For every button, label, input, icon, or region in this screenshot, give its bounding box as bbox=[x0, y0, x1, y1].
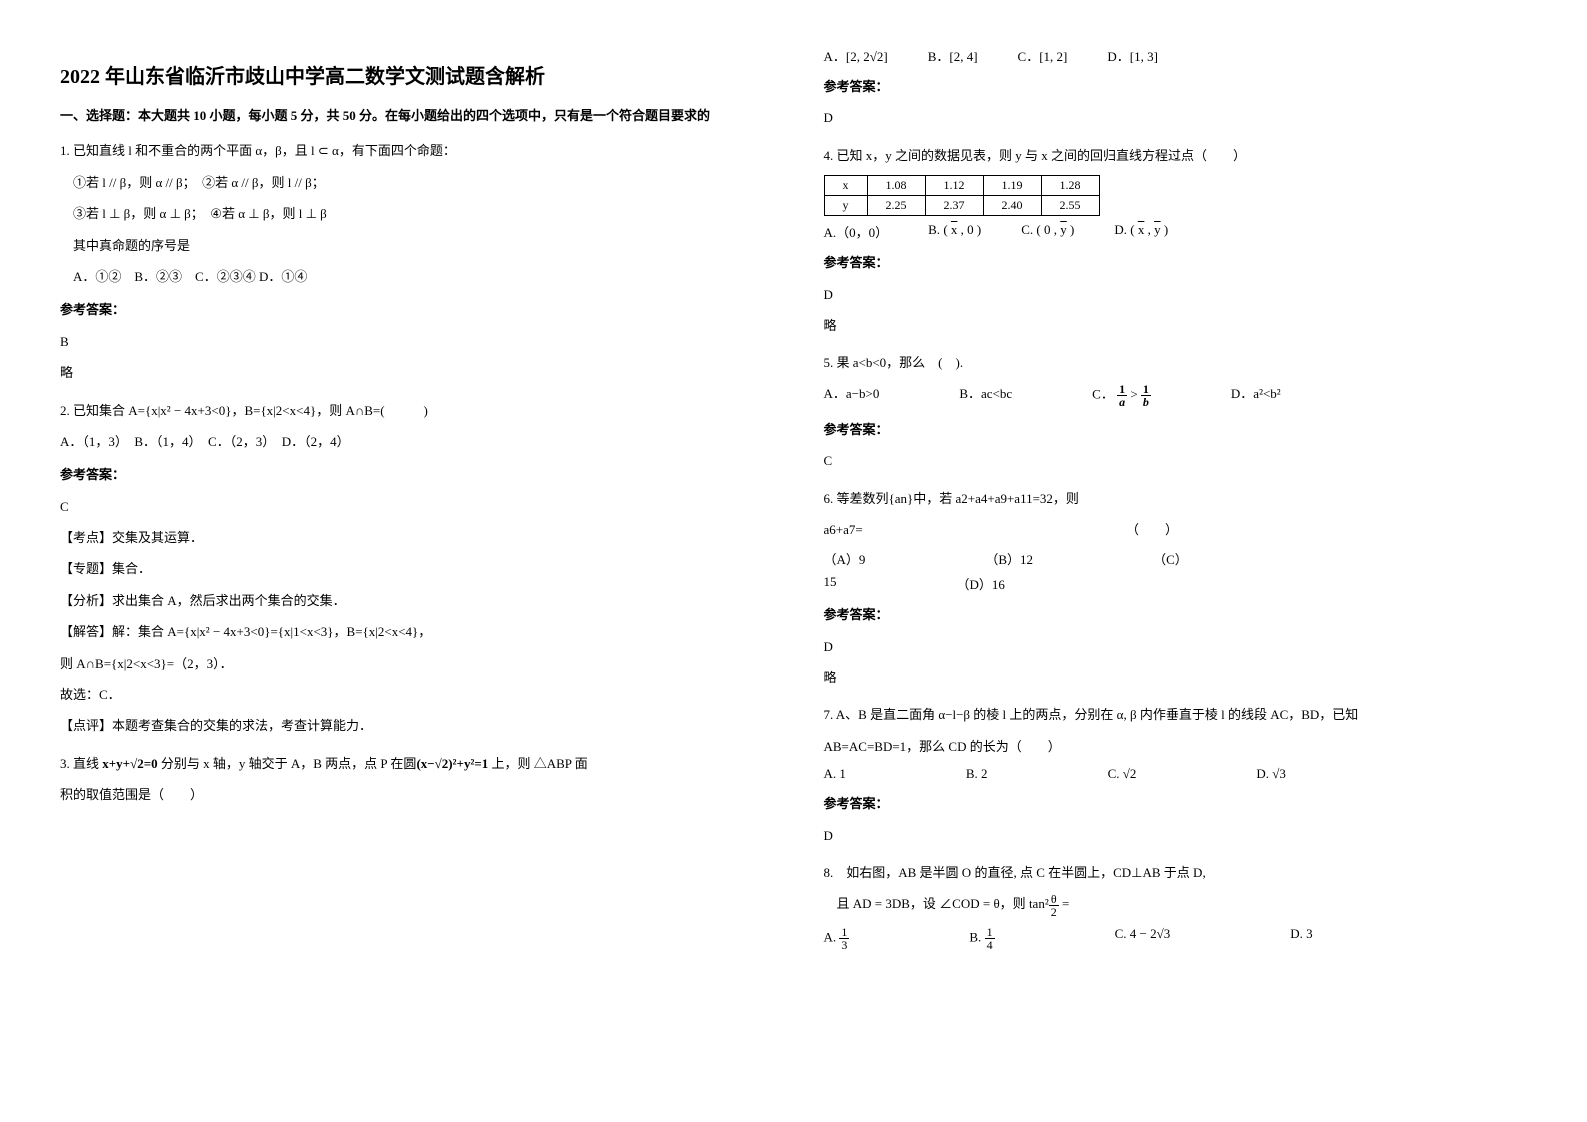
q1-line3: 其中真命题的序号是 bbox=[73, 234, 764, 257]
q7-optB: B. 2 bbox=[966, 766, 988, 782]
q4-note: 略 bbox=[824, 314, 1528, 337]
q3-stem-a: 3. 直线 bbox=[60, 756, 102, 771]
q8-optC: C. 4 − 2√3 bbox=[1115, 926, 1171, 951]
q5-ans-label: 参考答案： bbox=[824, 418, 1528, 441]
q3-optC: C．[1, 2] bbox=[1018, 46, 1068, 65]
q2-a7: 【点评】本题考查集合的交集的求法，考查计算能力． bbox=[60, 714, 764, 737]
q8-optA: A. 13 bbox=[824, 926, 850, 951]
q3-stem-b: 分别与 x 轴，y 轴交于 A，B 两点，点 P 在圆 bbox=[161, 756, 417, 771]
q7-ans-label: 参考答案： bbox=[824, 792, 1528, 815]
q6-optA: （A）9 bbox=[824, 549, 866, 568]
q1-ans: B bbox=[60, 330, 764, 353]
q3-stem2: 积的取值范围是（ ） bbox=[60, 783, 764, 806]
q2-a2: 【专题】集合． bbox=[60, 557, 764, 580]
q4-optA: A.（0，0） bbox=[824, 222, 889, 241]
q2-ans-label: 参考答案： bbox=[60, 463, 764, 486]
q8-opts-row: A. 13 B. 14 C. 4 − 2√3 D. 3 bbox=[824, 926, 1528, 951]
cell: 2.25 bbox=[867, 196, 925, 216]
q2-stem: 2. 已知集合 A={x|x² − 4x+3<0}，B={x|2<x<4}，则 … bbox=[60, 399, 764, 422]
q8-optD: D. 3 bbox=[1290, 926, 1312, 951]
q5-ans: C bbox=[824, 449, 1528, 472]
q7-opts-row: A. 1 B. 2 C. √2 D. √3 bbox=[824, 766, 1528, 782]
q3-ans-label: 参考答案： bbox=[824, 75, 1528, 98]
section-1-head: 一、选择题：本大题共 10 小题，每小题 5 分，共 50 分。在每小题给出的四… bbox=[60, 104, 764, 127]
cell: 1.28 bbox=[1041, 176, 1099, 196]
table-row: y 2.25 2.37 2.40 2.55 bbox=[824, 196, 1099, 216]
exam-title: 2022 年山东省临沂市歧山中学高二数学文测试题含解析 bbox=[60, 60, 764, 89]
right-column: A．[2, 2√2] B．[2, 4] C．[1, 2] D．[1, 3] 参考… bbox=[824, 40, 1528, 957]
q2-ans: C bbox=[60, 495, 764, 518]
q1-ans-label: 参考答案： bbox=[60, 298, 764, 321]
q4-ans-label: 参考答案： bbox=[824, 251, 1528, 274]
q6-stem2: a6+a7= （ ） bbox=[824, 518, 1528, 541]
cell: 1.19 bbox=[983, 176, 1041, 196]
q7-stem2: AB=AC=BD=1，那么 CD 的长为（ ） bbox=[824, 735, 1528, 758]
q7-stem: 7. A、B 是直二面角 α−l−β 的棱 l 上的两点，分别在 α, β 内作… bbox=[824, 703, 1528, 726]
cell: y bbox=[824, 196, 867, 216]
q2-a5: 则 A∩B={x|2<x<3}=（2，3）． bbox=[60, 652, 764, 675]
q1-stem: 1. 已知直线 l 和不重合的两个平面 α，β，且 l ⊂ α，有下面四个命题： bbox=[60, 139, 764, 162]
q4-ans: D bbox=[824, 283, 1528, 306]
q6-optC: （C） bbox=[1153, 549, 1188, 568]
left-column: 2022 年山东省临沂市歧山中学高二数学文测试题含解析 一、选择题：本大题共 1… bbox=[60, 40, 764, 957]
q2-a4: 【解答】解：集合 A={x|x² − 4x+3<0}={x|1<x<3}，B={… bbox=[60, 620, 764, 643]
q4-optD: D. ( x , y ) bbox=[1114, 222, 1168, 241]
q7-optC: C. √2 bbox=[1108, 766, 1137, 782]
q3-optD: D．[1, 3] bbox=[1107, 46, 1158, 65]
q5-stem: 5. 果 a<b<0，那么 ( ). bbox=[824, 351, 1528, 374]
q6-note: 略 bbox=[824, 666, 1528, 689]
q3-opts-row: A．[2, 2√2] B．[2, 4] C．[1, 2] D．[1, 3] bbox=[824, 46, 1528, 65]
q7-optD: D. √3 bbox=[1256, 766, 1286, 782]
q8-stem: 8. 如右图，AB 是半圆 O 的直径, 点 C 在半圆上，CD⊥AB 于点 D… bbox=[824, 861, 1528, 884]
q6-ans: D bbox=[824, 635, 1528, 658]
q4-optC: C. ( 0 , y ) bbox=[1021, 222, 1074, 241]
q5-optA: A．a−b>0 bbox=[824, 383, 880, 408]
q6-opt15: 15 bbox=[824, 574, 837, 593]
q5-opts-row: A．a−b>0 B．ac<bc C． 1a > 1b D．a²<b² bbox=[824, 383, 1528, 408]
q6-opts-row: （A）9 （B）12 （C） bbox=[824, 549, 1528, 568]
q4-table: x 1.08 1.12 1.19 1.28 y 2.25 2.37 2.40 2… bbox=[824, 175, 1100, 216]
cell: 1.08 bbox=[867, 176, 925, 196]
q5-optB: B．ac<bc bbox=[959, 383, 1012, 408]
cell: 2.37 bbox=[925, 196, 983, 216]
q8-optB: B. 14 bbox=[969, 926, 994, 951]
q3-stem: 3. 直线 x+y+√2=0 分别与 x 轴，y 轴交于 A，B 两点，点 P … bbox=[60, 752, 764, 775]
q6-stem: 6. 等差数列{an}中，若 a2+a4+a9+a11=32，则 bbox=[824, 487, 1528, 510]
q7-ans: D bbox=[824, 824, 1528, 847]
cell: x bbox=[824, 176, 867, 196]
q1-note: 略 bbox=[60, 361, 764, 384]
q6-optD: （D）16 bbox=[957, 574, 1005, 593]
q3-stem-c: 上，则 △ABP 面 bbox=[492, 756, 588, 771]
q2-a3: 【分析】求出集合 A，然后求出两个集合的交集． bbox=[60, 589, 764, 612]
q2-opts: A．（1，3） B．（1，4） C．（2，3） D．（2，4） bbox=[60, 430, 764, 453]
q3-ans: D bbox=[824, 106, 1528, 129]
q5-optD: D．a²<b² bbox=[1231, 383, 1281, 408]
q1-opts: A．①② B．②③ C．②③④ D．①④ bbox=[73, 265, 764, 288]
cell: 1.12 bbox=[925, 176, 983, 196]
q4-stem: 4. 已知 x，y 之间的数据见表，则 y 与 x 之间的回归直线方程过点（ ） bbox=[824, 144, 1528, 167]
q2-a1: 【考点】交集及其运算． bbox=[60, 526, 764, 549]
q4-optB: B. ( x , 0 ) bbox=[928, 222, 981, 241]
q2-a6: 故选：C． bbox=[60, 683, 764, 706]
q6-optB: （B）12 bbox=[985, 549, 1033, 568]
cell: 2.40 bbox=[983, 196, 1041, 216]
q3-optA: A．[2, 2√2] bbox=[824, 46, 888, 65]
q6-ans-label: 参考答案： bbox=[824, 603, 1528, 626]
q6-opts-row2: 15 （D）16 bbox=[824, 574, 1528, 593]
q8-stem2: 且 AD = 3DB，设 ∠COD = θ，则 tan²θ2 = bbox=[837, 892, 1528, 918]
cell: 2.55 bbox=[1041, 196, 1099, 216]
q5-optC: C． 1a > 1b bbox=[1092, 383, 1151, 408]
q4-opts-row: A.（0，0） B. ( x , 0 ) C. ( 0 , y ) D. ( x… bbox=[824, 222, 1528, 241]
table-row: x 1.08 1.12 1.19 1.28 bbox=[824, 176, 1099, 196]
q1-line1: ①若 l // β，则 α // β； ②若 α // β，则 l // β； bbox=[73, 171, 764, 194]
q3-optB: B．[2, 4] bbox=[928, 46, 978, 65]
q1-line2: ③若 l ⊥ β，则 α ⊥ β； ④若 α ⊥ β，则 l ⊥ β bbox=[73, 202, 764, 225]
q7-optA: A. 1 bbox=[824, 766, 846, 782]
